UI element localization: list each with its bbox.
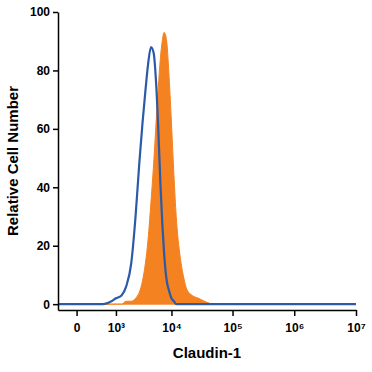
x-tick-mark xyxy=(356,310,358,316)
y-tick: 0 xyxy=(43,297,58,311)
x-tick-label: 10⁴ xyxy=(162,321,181,335)
x-tick: 10⁷ xyxy=(347,310,365,335)
series-area xyxy=(58,32,356,304)
y-tick-label: 80 xyxy=(37,64,51,78)
x-tick-label: 10³ xyxy=(108,321,125,335)
x-tick: 10³ xyxy=(108,310,125,335)
y-tick-label: 100 xyxy=(30,5,50,19)
y-tick-mark xyxy=(53,70,58,72)
y-tick-mark xyxy=(53,12,58,14)
y-tick: 60 xyxy=(37,122,58,136)
y-tick-mark xyxy=(53,129,58,131)
chart: 0 10³ 10⁴ 10⁵ 10⁶ 10⁷ 0 20 40 60 80 100 Claudin-1 Rel… xyxy=(0,0,372,372)
x-axis-title: Claudin-1 xyxy=(173,344,241,361)
y-tick: 80 xyxy=(37,64,58,78)
x-tick-label: 0 xyxy=(74,321,81,335)
y-axis-title: Relative Cell Number xyxy=(4,86,21,236)
x-tick-label: 10⁶ xyxy=(285,321,304,335)
y-tick: 40 xyxy=(37,181,58,195)
x-tick: 10⁶ xyxy=(285,310,304,335)
series-line xyxy=(58,47,356,304)
y-tick: 100 xyxy=(30,5,58,19)
y-tick-mark xyxy=(53,245,58,247)
x-tick: 0 xyxy=(74,310,81,335)
x-tick-mark xyxy=(294,310,296,316)
y-tick-label: 60 xyxy=(37,122,51,136)
y-tick-label: 40 xyxy=(37,181,51,195)
x-tick: 10⁵ xyxy=(224,310,243,335)
y-axis-line xyxy=(58,13,60,311)
y-tick-mark xyxy=(53,187,58,189)
x-tick-mark xyxy=(76,310,78,316)
x-tick: 10⁴ xyxy=(162,310,181,335)
y-tick: 20 xyxy=(37,239,58,253)
plot-area xyxy=(58,32,356,304)
x-tick-label: 10⁷ xyxy=(347,321,365,335)
x-tick-mark xyxy=(116,310,118,316)
x-axis-line xyxy=(59,310,357,312)
y-tick-mark xyxy=(53,304,58,306)
y-axis: 0 20 40 60 80 100 xyxy=(30,5,59,311)
y-tick-label: 20 xyxy=(37,239,51,253)
x-tick-mark xyxy=(232,310,234,316)
x-tick-label: 10⁵ xyxy=(224,321,243,335)
y-tick-label: 0 xyxy=(43,297,50,311)
x-tick-mark xyxy=(171,310,173,316)
x-axis: 0 10³ 10⁴ 10⁵ 10⁶ 10⁷ xyxy=(59,310,366,335)
